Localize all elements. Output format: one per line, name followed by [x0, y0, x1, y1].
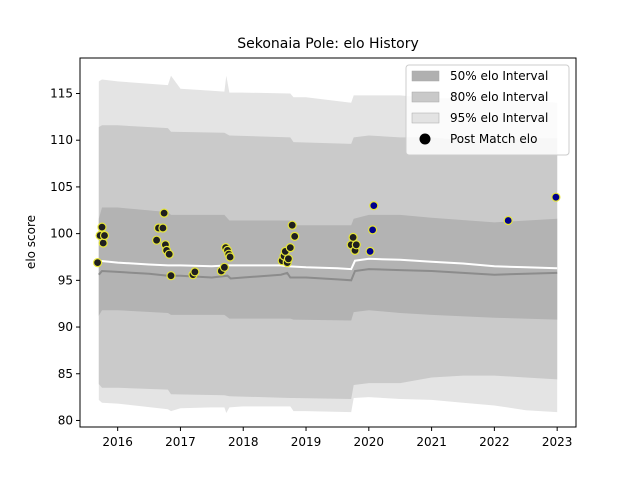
y-axis: 80 85 90 95 100 105 110 115 — [50, 86, 80, 427]
band-50-interval — [98, 207, 558, 321]
y-tick-label: 95 — [58, 273, 73, 287]
x-tick-label: 2017 — [165, 435, 196, 449]
post-match-elo-point — [285, 243, 295, 253]
y-tick-label: 90 — [58, 320, 73, 334]
post-match-elo-point — [365, 246, 375, 256]
post-match-elo-point — [99, 230, 110, 241]
legend: 50% elo Interval 80% elo Interval 95% elo … — [405, 64, 570, 156]
post-match-elo-point — [368, 225, 378, 235]
post-match-elo-point — [190, 267, 200, 277]
x-tick-label: 2022 — [479, 435, 510, 449]
post-match-elo-point — [369, 201, 379, 211]
post-match-elo-point — [290, 231, 300, 241]
post-match-elo-point — [348, 232, 358, 242]
y-axis-title: elo score — [24, 215, 38, 269]
x-tick-label: 2021 — [416, 435, 447, 449]
legend-label: Post Match elo — [450, 132, 537, 146]
post-match-elo-point — [166, 271, 176, 281]
post-match-elo-point — [551, 192, 561, 202]
y-tick-label: 115 — [50, 86, 73, 100]
mean-elo-line — [98, 257, 558, 271]
legend-box — [405, 64, 570, 156]
plot-area — [92, 75, 561, 413]
x-tick-label: 2023 — [542, 435, 573, 449]
post-match-elo-point — [98, 238, 108, 248]
post-match-elo-point — [219, 262, 229, 272]
legend-marker — [419, 133, 431, 145]
legend-label: 95% elo Interval — [450, 111, 548, 125]
legend-swatch — [411, 91, 440, 103]
post-match-elo-point — [92, 258, 103, 268]
axes-frame — [79, 57, 577, 428]
y-tick-label: 80 — [58, 413, 73, 427]
legend-label: 50% elo Interval — [450, 69, 548, 83]
post-match-elo-point — [351, 240, 361, 250]
legend-label: 80% elo Interval — [450, 90, 548, 104]
legend-swatch — [411, 70, 440, 82]
post-match-elo-point — [97, 222, 107, 232]
x-tick-label: 2016 — [102, 435, 133, 449]
x-axis: 2016 2017 2018 2019 2020 2021 2022 2023 — [102, 427, 572, 449]
y-tick-label: 100 — [50, 227, 73, 241]
median-elo-line — [98, 268, 558, 282]
y-tick-label: 110 — [50, 133, 73, 147]
post-match-elo-point — [152, 235, 162, 245]
post-match-elo-point — [225, 252, 235, 262]
chart-title: Sekonaia Pole: elo History — [237, 36, 419, 52]
post-match-elo-point — [164, 249, 174, 259]
post-match-elo-point — [159, 208, 169, 218]
x-tick-label: 2020 — [354, 435, 385, 449]
post-match-elo-point — [287, 220, 297, 230]
post-match-elo-point — [503, 215, 513, 226]
post-match-elo-point — [283, 254, 293, 264]
y-tick-label: 105 — [50, 180, 73, 194]
y-tick-label: 85 — [58, 367, 73, 381]
x-tick-label: 2019 — [291, 435, 322, 449]
x-tick-label: 2018 — [228, 435, 259, 449]
legend-swatch — [411, 112, 440, 124]
post-match-elo-point — [158, 223, 168, 233]
